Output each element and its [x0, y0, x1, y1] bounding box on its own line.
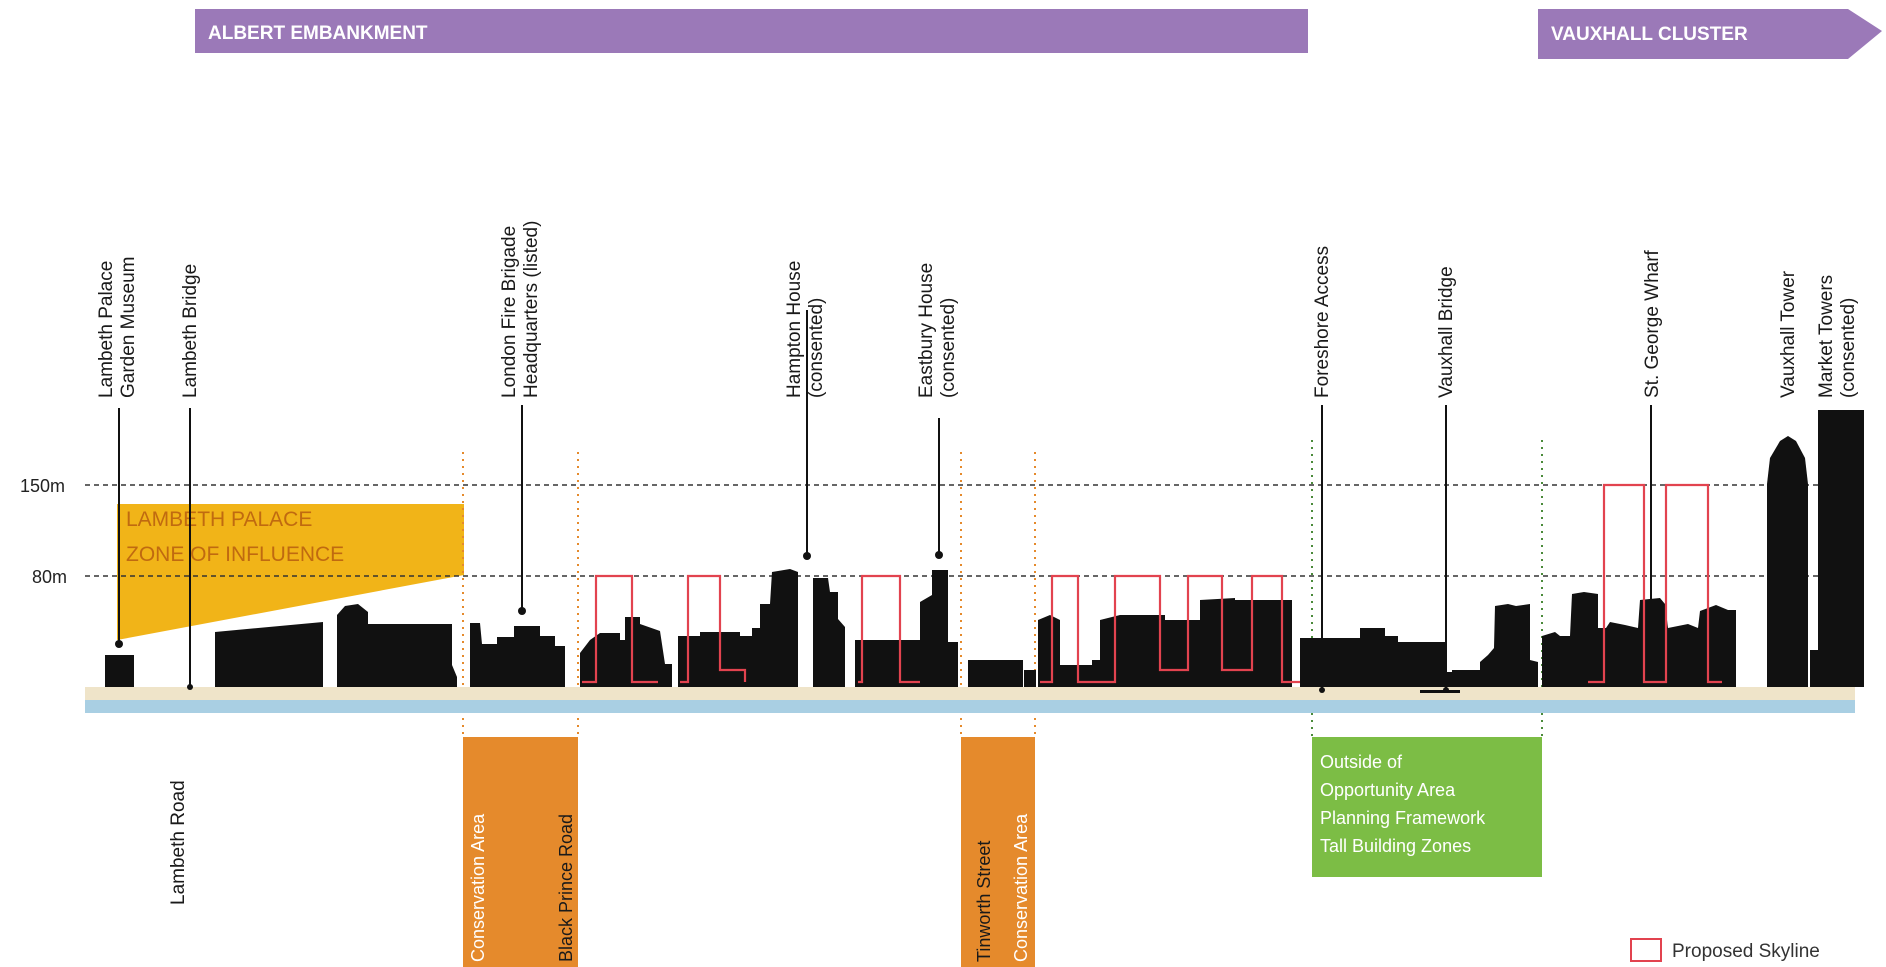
proposed-outline-6 [1660, 483, 1722, 684]
label-st-george-wharf: St. George Wharf [1642, 249, 1663, 398]
lambeth-palace-zone: LAMBETH PALACE ZONE OF INFLUENCE [117, 504, 464, 640]
building-block-4 [678, 569, 798, 687]
building-st-george-wharf [1542, 592, 1736, 687]
legend-proposed-swatch [1630, 938, 1662, 962]
label-black-prince-road: Black Prince Road [556, 814, 576, 962]
label-hampton-consented: (consented) [806, 298, 827, 398]
existing-buildings [105, 410, 1864, 693]
proposed-outline-1 [582, 574, 658, 684]
legend: Proposed Skyline [1630, 938, 1820, 962]
label-vauxhall-bridge: Vauxhall Bridge [1436, 266, 1457, 398]
vauxhall-cluster-label: VAUXHALL CLUSTER [1551, 24, 1748, 45]
building-vauxhall-tower [1767, 436, 1808, 687]
building-foreshore [1300, 628, 1452, 687]
label-foreshore-access: Foreshore Access [1312, 246, 1333, 398]
label-vauxhall-tower: Vauxhall Tower [1778, 270, 1799, 398]
opportunity-area-box: Outside of Opportunity Area Planning Fra… [1312, 737, 1542, 877]
vauxhall-cluster-band: VAUXHALL CLUSTER [1538, 9, 1882, 59]
label-lambeth-bridge: Lambeth Bridge [180, 264, 201, 398]
label-fire-brigade-2: Headquarters (listed) [521, 221, 542, 398]
building-bridge-deck [1420, 690, 1460, 693]
label-conservation-area-2: Conservation Area [1011, 813, 1031, 962]
label-hampton-house: Hampton House [784, 261, 805, 398]
ground-strip [85, 687, 1855, 700]
albert-embankment-label: ALBERT EMBANKMENT [208, 23, 428, 44]
label-eastbury-house: Eastbury House [916, 263, 937, 398]
green-box-line4: Tall Building Zones [1320, 836, 1471, 856]
building-block-3 [580, 617, 672, 687]
building-block-1 [215, 622, 323, 687]
building-fire-brigade [470, 623, 565, 687]
label-market-consented: (consented) [1838, 298, 1859, 398]
building-low-2 [1024, 670, 1036, 687]
legend-proposed-label: Proposed Skyline [1672, 941, 1820, 962]
landmark-dots [115, 551, 1449, 693]
conservation-area-box-1: Conservation Area Black Prince Road [463, 737, 578, 967]
proposed-outline-4 [1040, 574, 1300, 684]
label-fire-brigade-1: London Fire Brigade [499, 226, 520, 398]
river-strip [85, 700, 1855, 713]
proposed-outline-5 [1588, 483, 1660, 684]
landmark-labels: Lambeth Palace Garden Museum Lambeth Bri… [96, 221, 1859, 398]
building-block-2 [337, 604, 457, 687]
boundary-lines [462, 440, 1543, 737]
building-low-1 [968, 660, 1023, 687]
building-market-towers [1810, 410, 1864, 687]
landmark-pointers [118, 310, 1652, 690]
proposed-outline-3 [858, 574, 920, 684]
zone-label-line2: ZONE OF INFLUENCE [126, 543, 344, 566]
label-eastbury-consented: (consented) [938, 298, 959, 398]
building-block-6 [1452, 604, 1538, 687]
building-block-5 [1038, 598, 1292, 687]
label-garden-museum: Garden Museum [118, 256, 139, 398]
green-box-line2: Opportunity Area [1320, 780, 1456, 800]
green-box-line3: Planning Framework [1320, 808, 1486, 828]
level-lines: 150m 80m [20, 476, 1855, 587]
label-market-towers: Market Towers [1816, 275, 1837, 398]
label-tinworth-street: Tinworth Street [974, 841, 994, 962]
zone-label-line1: LAMBETH PALACE [126, 508, 312, 531]
building-eastbury-house [855, 570, 958, 687]
label-lambeth-palace: Lambeth Palace [96, 261, 117, 398]
conservation-area-box-2: Tinworth Street Conservation Area [961, 737, 1035, 967]
label-lambeth-road: Lambeth Road [168, 780, 189, 905]
proposed-skyline [582, 483, 1722, 684]
albert-embankment-band: ALBERT EMBANKMENT [195, 9, 1308, 53]
building-lambeth-palace [105, 655, 134, 687]
building-hampton-house [813, 578, 845, 687]
green-box-line1: Outside of [1320, 752, 1403, 772]
level-label-80: 80m [32, 567, 67, 587]
label-conservation-area-1: Conservation Area [468, 813, 488, 962]
proposed-outline-2 [680, 574, 747, 684]
level-label-150: 150m [20, 476, 65, 496]
